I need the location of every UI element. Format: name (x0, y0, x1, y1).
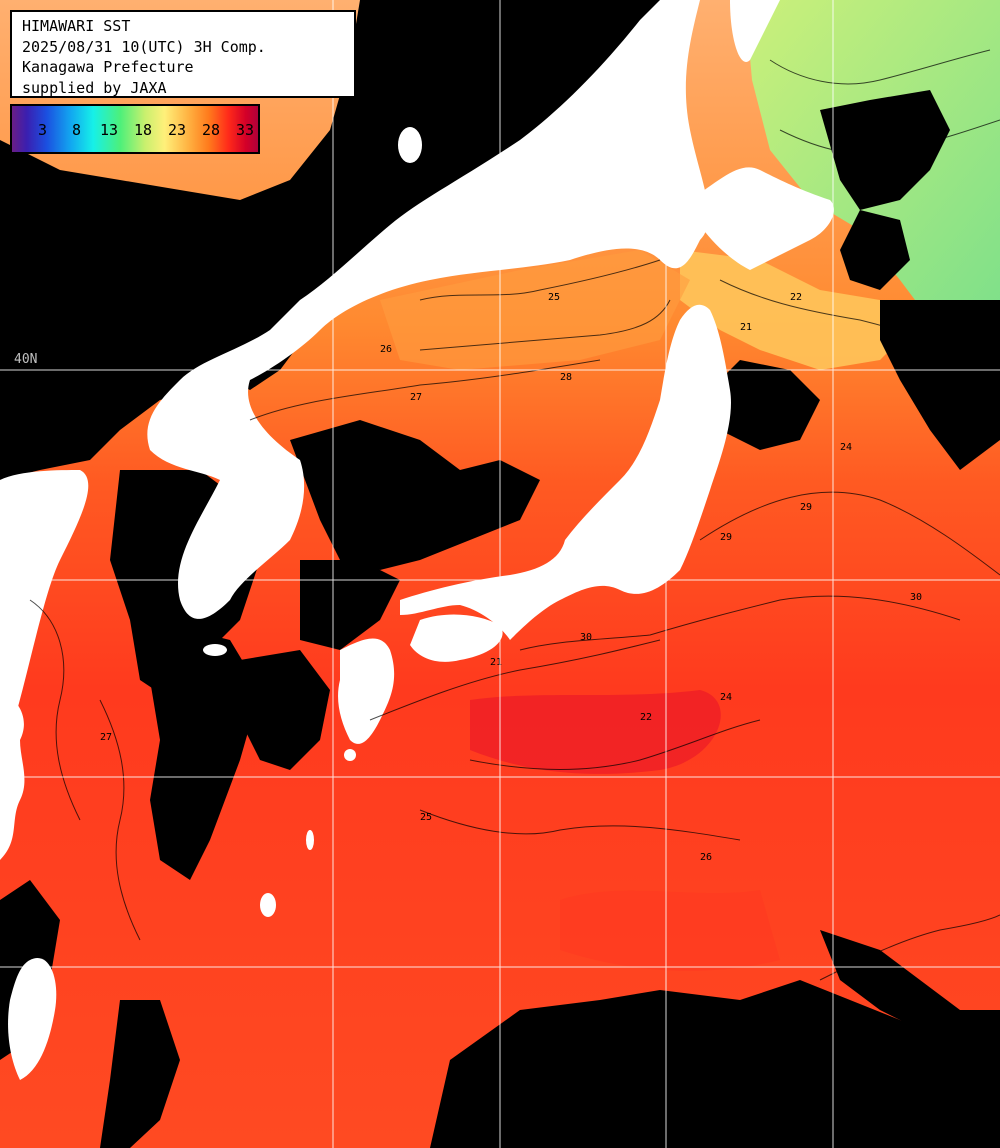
timestamp-line: 2025/08/31 10(UTC) 3H Comp. (22, 37, 266, 56)
warm-water-patch-2 (560, 890, 780, 971)
scale-label-28: 28 (202, 121, 221, 139)
scale-label-33: 33 (236, 121, 255, 139)
contour-label: 21 (740, 322, 752, 333)
contour-label: 24 (720, 692, 732, 703)
contour-label: 26 (700, 852, 712, 863)
isotherm-contours (29, 49, 1000, 981)
contour-label: 25 (548, 292, 560, 303)
scale-label-8: 8 (72, 121, 82, 139)
cool-water-tohoku (680, 250, 920, 370)
contour-label: 27 (410, 392, 422, 403)
contour-label: 25 (420, 812, 432, 823)
latitude-label-40n: 40N (14, 352, 38, 367)
product-title: HIMAWARI SST (22, 17, 131, 35)
color-scale-bar: 3 8 13 18 23 28 33 (10, 104, 260, 154)
longitude-label-140e: 140E (672, 4, 687, 36)
contour-label: 28 (120, 492, 132, 503)
land-mass (0, 0, 834, 1080)
scale-label-23: 23 (168, 121, 187, 139)
contour-label: 22 (640, 712, 652, 723)
contour-label: 29 (800, 502, 812, 513)
contour-label: 21 (490, 657, 502, 668)
scale-label-18: 18 (134, 121, 153, 139)
contour-label: 30 (910, 592, 922, 603)
scale-label-13: 13 (100, 121, 119, 139)
warm-water-patch (470, 690, 721, 774)
japan-sea-north-water (380, 250, 690, 370)
contour-label: 27 (100, 732, 112, 743)
scale-label-3: 3 (38, 121, 48, 139)
contour-label: 26 (380, 344, 392, 355)
credit-line: supplied by JAXA (22, 78, 167, 97)
contour-label: 24 (840, 442, 852, 453)
contour-label-group: 25 26 27 28 29 30 21 22 24 25 26 27 28 29 30 21 22 24 (100, 292, 922, 863)
contour-label: 28 (560, 372, 572, 383)
contour-label: 22 (790, 292, 802, 303)
contour-label: 29 (720, 532, 732, 543)
info-box: HIMAWARI SST 2025/08/31 10(UTC) 3H Comp.… (10, 10, 356, 98)
contour-label: 30 (580, 632, 592, 643)
region-line: Kanagawa Prefecture (22, 58, 194, 76)
